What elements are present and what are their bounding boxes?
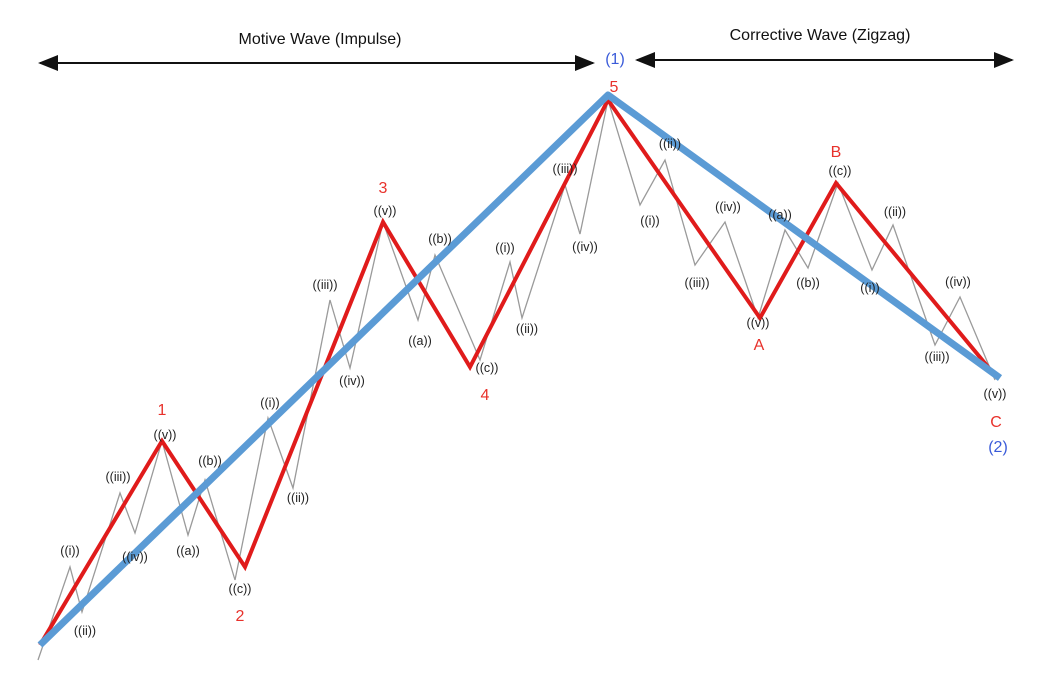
sub-wave-label: ((c)): [829, 164, 852, 178]
primary-wave: [37, 91, 1003, 648]
wave-label: A: [754, 337, 765, 354]
sub-wave-label: ((iii)): [925, 350, 950, 364]
corrective-title: Corrective Wave (Zigzag): [730, 27, 911, 44]
sub-wave-label: ((i)): [640, 214, 659, 228]
sub-wave-label: ((a)): [176, 544, 200, 558]
sub-wave-label: ((ii)): [884, 205, 906, 219]
degree-label: (1): [605, 51, 625, 68]
sub-wave-label: ((v)): [984, 387, 1007, 401]
sub-wave-label: ((i)): [60, 544, 79, 558]
intermediate-wave: [38, 96, 995, 647]
degree-label: (2): [988, 439, 1008, 456]
sub-wave-label: ((v)): [374, 204, 397, 218]
sub-wave-label: ((iv)): [122, 550, 148, 564]
motive-title: Motive Wave (Impulse): [239, 31, 402, 48]
sub-wave-label: ((v)): [747, 316, 770, 330]
wave-label: 3: [379, 180, 388, 197]
sub-wave-label: ((iv)): [339, 374, 365, 388]
sub-wave-label: ((iii)): [106, 470, 131, 484]
sub-wave-label: ((iv)): [715, 200, 741, 214]
labels: ((i)) ((ii)) ((iii)) ((iv)) ((v)) ((a)) ((b)) (…: [60, 51, 1008, 638]
sub-wave-label: ((iii)): [685, 276, 710, 290]
wave-label: C: [990, 414, 1002, 431]
sub-wave-label: ((i)): [495, 241, 514, 255]
sub-wave-label: ((i)): [260, 396, 279, 410]
wave-label: B: [831, 144, 842, 161]
sub-wave-label: ((iii)): [313, 278, 338, 292]
sub-wave-label: ((ii)): [659, 137, 681, 151]
sub-wave-label: ((i)): [860, 281, 879, 295]
sub-wave-label: ((iv)): [572, 240, 598, 254]
wave-label: 1: [158, 402, 167, 419]
sub-wave-label: ((b)): [428, 232, 452, 246]
sub-wave-label: ((c)): [476, 361, 499, 375]
sub-wave-label: ((v)): [154, 428, 177, 442]
sub-wave-label: ((ii)): [287, 491, 309, 505]
sub-wave-label: ((a)): [768, 208, 792, 222]
sub-wave-label: ((iii)): [553, 162, 578, 176]
sub-wave-label: ((ii)): [74, 624, 96, 638]
sub-wave-label: ((b)): [796, 276, 820, 290]
sub-wave-label: ((a)): [408, 334, 432, 348]
sub-wave-label: ((ii)): [516, 322, 538, 336]
sub-wave-label: ((b)): [198, 454, 222, 468]
wave-label: 4: [481, 387, 490, 404]
sub-wave-label: ((iv)): [945, 275, 971, 289]
sub-wave-label: ((c)): [229, 582, 252, 596]
wave-label: 2: [236, 608, 245, 625]
wave-label: 5: [610, 79, 619, 96]
minor-wave: [37, 99, 996, 661]
